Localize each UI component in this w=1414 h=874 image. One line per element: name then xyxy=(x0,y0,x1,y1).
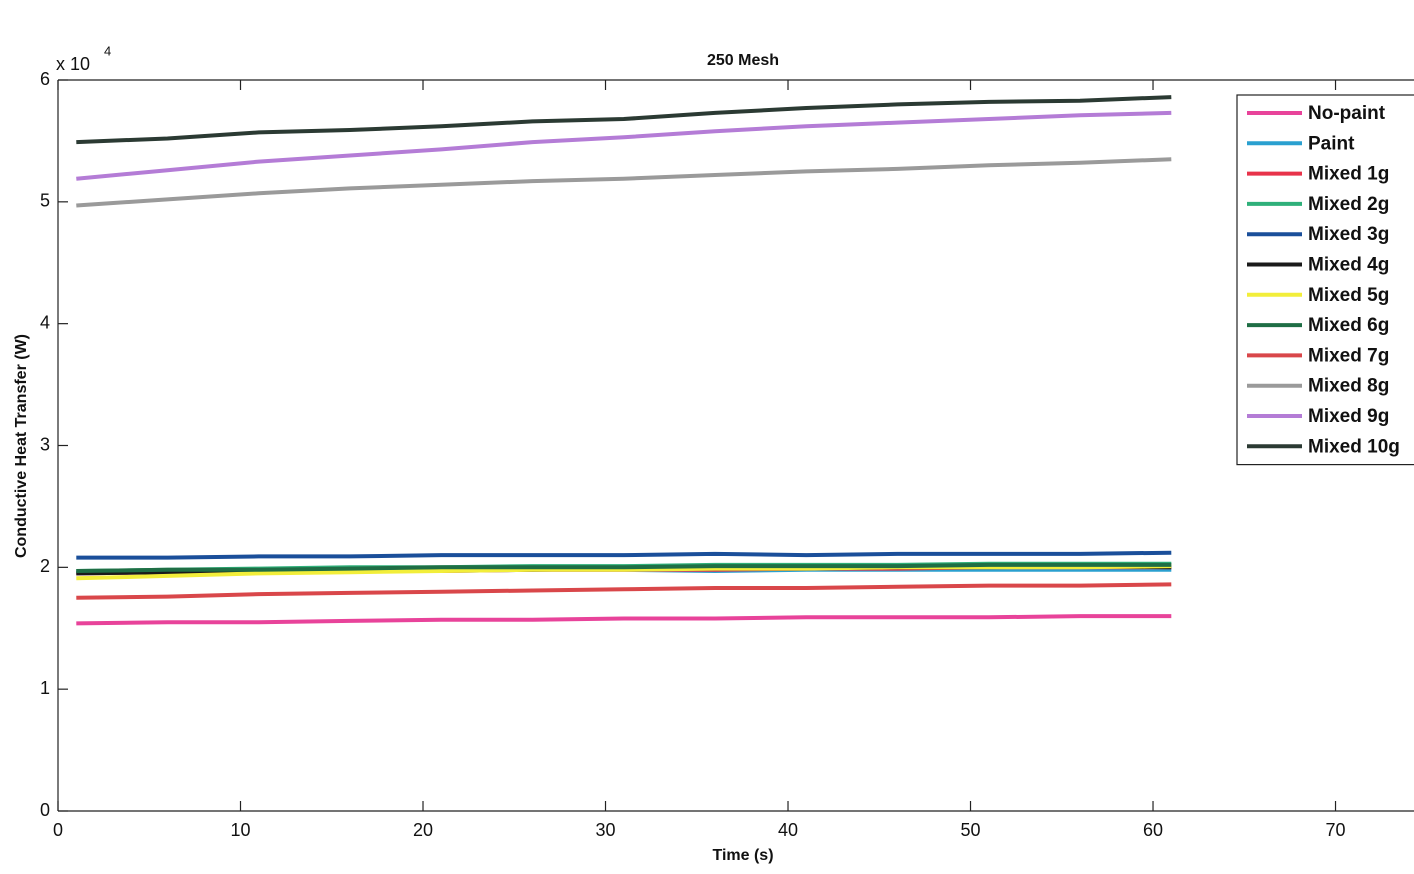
legend-label: Mixed 4g xyxy=(1308,255,1389,276)
series-line xyxy=(76,582,1172,600)
y-tick-label: 1 xyxy=(40,678,50,698)
legend-label: Paint xyxy=(1308,133,1355,154)
x-tick-label: 40 xyxy=(778,820,798,840)
y-tick-label: 6 xyxy=(40,69,50,89)
x-tick-label: 50 xyxy=(961,820,981,840)
y-scale-exponent: 4 xyxy=(104,43,111,58)
series-line xyxy=(76,614,1172,626)
series-line xyxy=(76,157,1172,208)
x-tick-label: 30 xyxy=(595,820,615,840)
legend-box xyxy=(1236,94,1414,466)
x-tick-label: 20 xyxy=(413,820,433,840)
y-tick-label: 3 xyxy=(40,434,50,454)
x-axis-label: Time (s) xyxy=(712,847,773,864)
x-tick-label: 60 xyxy=(1143,820,1163,840)
series-line xyxy=(76,110,1172,181)
legend-label: Mixed 5g xyxy=(1308,285,1389,306)
legend-label: Mixed 8g xyxy=(1308,376,1389,397)
legend-label: Mixed 1g xyxy=(1308,164,1389,185)
x-tick-label: 70 xyxy=(1326,820,1346,840)
legend-label: No-paint xyxy=(1308,103,1386,124)
y-tick-label: 0 xyxy=(40,800,50,820)
legend-label: Mixed 6g xyxy=(1308,315,1389,336)
y-tick-label: 5 xyxy=(40,191,50,211)
x-tick-label: 0 xyxy=(53,820,63,840)
y-tick-label: 2 xyxy=(40,556,50,576)
x-tick-label: 10 xyxy=(230,820,250,840)
chart-title: 250 Mesh xyxy=(707,52,779,69)
series-line xyxy=(76,95,1172,145)
legend-label: Mixed 9g xyxy=(1308,406,1389,427)
series-line xyxy=(76,564,1172,581)
series-line xyxy=(76,550,1172,560)
y-axis-label: Conductive Heat Transfer (W) xyxy=(13,334,30,558)
legend-label: Mixed 3g xyxy=(1308,224,1389,245)
legend-label: Mixed 2g xyxy=(1308,194,1389,215)
y-tick-label: 4 xyxy=(40,312,50,332)
legend-label: Mixed 10g xyxy=(1308,436,1400,457)
y-scale-base: x 10 xyxy=(56,54,90,74)
series-line xyxy=(76,562,1172,573)
legend-label: Mixed 7g xyxy=(1308,345,1389,366)
